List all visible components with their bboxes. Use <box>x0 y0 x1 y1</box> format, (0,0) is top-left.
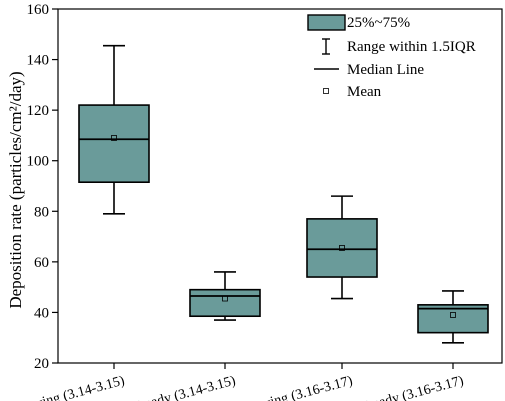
legend-box-swatch <box>307 14 346 31</box>
legend-mean-swatch <box>323 88 329 94</box>
legend-label: 25%~75% <box>347 15 410 31</box>
y-tick-label: 160 <box>27 2 50 18</box>
y-tick-label: 120 <box>27 103 50 119</box>
x-tick-label: Steady (3.14-3.15) <box>132 373 237 401</box>
y-tick-label: 40 <box>34 305 49 321</box>
x-tick-label: Slowing (3.14-3.15) <box>13 373 127 401</box>
box-1 <box>78 44 150 215</box>
y-tick-label: 20 <box>34 356 49 372</box>
legend-label: Range within 1.5IQR <box>347 39 476 55</box>
iqr-box <box>189 288 261 318</box>
x-tick-label: Slowing (3.16-3.17) <box>241 373 355 401</box>
y-tick-label: 100 <box>27 154 50 170</box>
box-3 <box>306 195 378 300</box>
y-tick-label: 140 <box>27 53 50 69</box>
legend-label: Mean <box>347 84 382 100</box>
box-2 <box>189 271 261 321</box>
mean-marker <box>450 312 456 318</box>
iqr-box <box>306 218 378 278</box>
mean-marker <box>339 245 345 251</box>
x-tick-label: Steady (3.16-3.17) <box>360 373 465 401</box>
legend: 25%~75% Range within 1.5IQR Median Line Mea… <box>307 14 476 100</box>
iqr-box <box>78 104 150 184</box>
mean-marker <box>111 135 117 141</box>
box-4 <box>417 290 489 344</box>
mean-marker <box>222 295 228 302</box>
y-tick-label: 80 <box>34 204 49 220</box>
legend-label: Median Line <box>347 62 424 78</box>
boxes <box>78 44 489 344</box>
y-tick-label: 60 <box>34 255 49 271</box>
y-axis-label: Deposition rate (particles/cm²/day) <box>6 71 25 308</box>
plot-frame <box>57 8 503 364</box>
